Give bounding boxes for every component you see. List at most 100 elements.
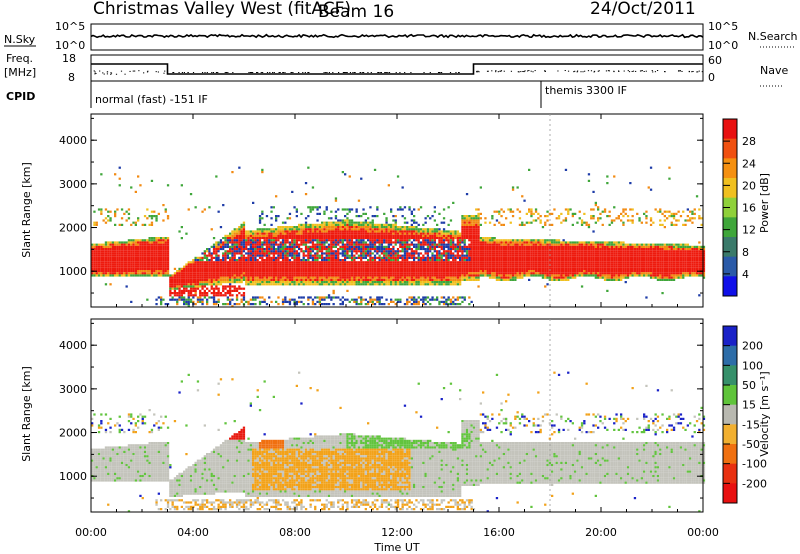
power-cell xyxy=(118,223,121,226)
power-cell xyxy=(396,261,400,264)
power-cell xyxy=(394,259,397,262)
power-cell xyxy=(339,261,342,264)
nave-dot xyxy=(328,72,331,73)
power-cell xyxy=(479,217,482,220)
power-cell xyxy=(429,217,432,220)
power-cell xyxy=(373,256,377,259)
power-cell xyxy=(109,241,112,244)
power-cell xyxy=(114,250,117,253)
power-cell xyxy=(327,234,331,237)
power-cell xyxy=(196,267,200,270)
power-cell xyxy=(242,221,246,224)
power-cell xyxy=(235,243,239,246)
power-cell xyxy=(387,261,390,264)
power-cell xyxy=(114,212,117,215)
power-cell xyxy=(323,274,326,277)
power-cell xyxy=(339,221,342,224)
power-cell xyxy=(270,252,273,255)
power-cell xyxy=(256,230,259,233)
power-cell xyxy=(210,287,213,290)
power-cell xyxy=(325,296,328,299)
power-cell xyxy=(217,300,220,303)
power-cell xyxy=(247,243,250,246)
power-cell xyxy=(311,206,315,209)
power-cell xyxy=(353,283,356,286)
power-cell xyxy=(323,267,326,270)
power-cell xyxy=(360,250,363,253)
power-cell xyxy=(380,276,384,279)
power-cell xyxy=(286,274,289,277)
power-cell xyxy=(431,243,434,246)
power-cell xyxy=(392,226,395,229)
power-cell xyxy=(100,270,103,273)
power-cell xyxy=(302,245,305,248)
power-cell xyxy=(226,272,229,275)
power-cell xyxy=(222,237,225,240)
power-cell xyxy=(334,296,338,299)
power-cell xyxy=(284,252,287,255)
power-cell xyxy=(275,256,278,259)
power-cell xyxy=(300,228,303,231)
power-cell xyxy=(104,270,108,273)
nave-dot xyxy=(518,71,520,73)
power-cell xyxy=(132,250,135,253)
power-cell xyxy=(272,276,275,279)
power-cell xyxy=(433,256,436,259)
power-cell xyxy=(357,263,361,266)
power-cell xyxy=(298,276,301,279)
power-cell xyxy=(424,261,427,264)
power-cell xyxy=(495,252,499,255)
power-cell xyxy=(293,278,296,281)
power-cell xyxy=(160,296,163,299)
power-cell xyxy=(408,208,411,211)
power-cell xyxy=(217,245,220,248)
power-cell xyxy=(334,248,338,251)
nave-dot xyxy=(257,72,259,73)
power-cell xyxy=(203,250,206,253)
power-cell xyxy=(348,261,351,264)
power-cell xyxy=(484,237,487,240)
power-cell xyxy=(254,267,257,270)
power-cell xyxy=(265,265,269,268)
power-cell xyxy=(265,261,269,264)
power-cell xyxy=(210,281,213,284)
nave-dot xyxy=(266,72,269,73)
power-cell xyxy=(482,263,485,266)
power-cell xyxy=(130,270,133,273)
power-cell xyxy=(371,248,374,251)
nave-dot xyxy=(423,72,425,73)
power-cell xyxy=(475,270,478,273)
power-cell xyxy=(378,243,381,246)
power-cell xyxy=(238,285,241,288)
power-cell xyxy=(95,243,98,246)
power-cell xyxy=(355,223,358,226)
power-cell xyxy=(341,243,344,246)
power-cell xyxy=(91,254,94,257)
power-cell xyxy=(240,259,243,262)
power-cell xyxy=(346,217,349,220)
power-cell xyxy=(337,228,340,231)
power-cell xyxy=(309,281,312,284)
power-cell xyxy=(339,281,342,284)
power-cell xyxy=(493,245,496,248)
nave-dot xyxy=(143,72,145,74)
power-cell xyxy=(295,259,298,262)
power-cell xyxy=(390,283,393,286)
power-cell xyxy=(438,234,441,237)
power-cell xyxy=(406,232,409,235)
power-cell xyxy=(311,259,315,262)
power-cell xyxy=(321,221,324,224)
power-cell xyxy=(298,241,301,244)
power-cell xyxy=(235,250,239,253)
power-cell xyxy=(203,296,206,299)
power-cell xyxy=(394,252,397,255)
power-cell xyxy=(141,254,144,257)
power-cell xyxy=(465,270,469,273)
power-cell xyxy=(125,210,128,213)
power-cell xyxy=(222,239,225,242)
power-cell xyxy=(465,265,469,268)
power-cell xyxy=(229,276,232,279)
power-cell xyxy=(449,300,453,303)
power-cell xyxy=(463,226,466,229)
power-cell xyxy=(272,239,275,242)
